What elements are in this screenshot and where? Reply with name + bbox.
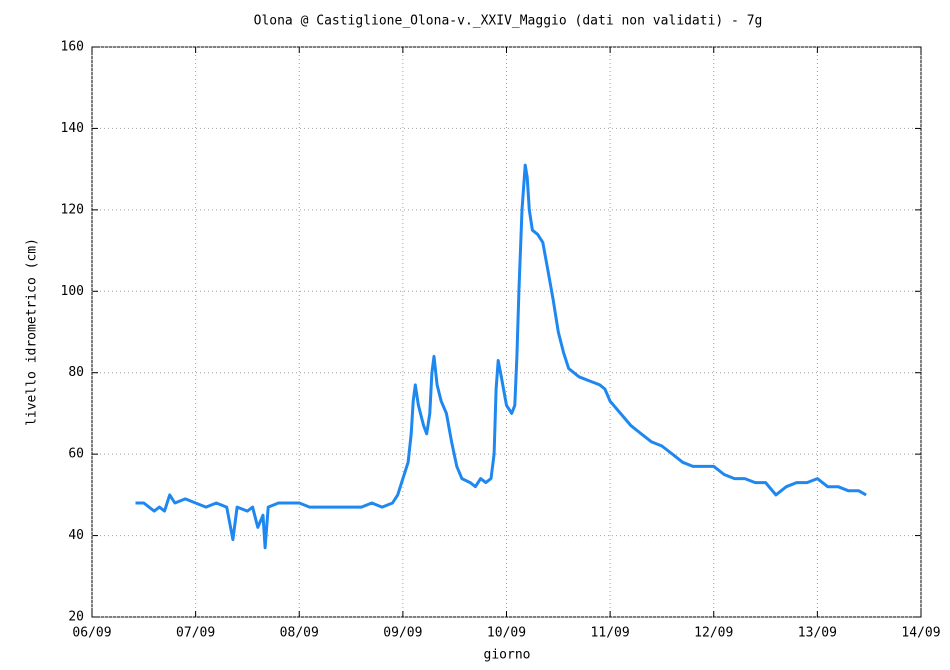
y-tick-label: 60 <box>68 447 84 462</box>
y-tick-label: 160 <box>61 40 84 55</box>
y-tick-label: 140 <box>61 121 84 136</box>
y-tick-label: 120 <box>61 202 84 217</box>
chart-title: Olona @ Castiglione_Olona-v._XXIV_Maggio… <box>254 14 763 29</box>
y-axis-label: livello idrometrico (cm) <box>25 238 40 426</box>
x-tick-label: 09/09 <box>383 626 422 641</box>
x-tick-label: 10/09 <box>487 626 526 641</box>
x-tick-label: 14/09 <box>901 626 940 641</box>
data-line <box>135 163 867 550</box>
x-tick-label: 11/09 <box>591 626 630 641</box>
x-tick-label: 12/09 <box>694 626 733 641</box>
y-tick-label: 80 <box>68 365 84 380</box>
x-axis-label: giorno <box>484 648 531 663</box>
x-tick-label: 08/09 <box>280 626 319 641</box>
y-tick-label: 40 <box>68 528 84 543</box>
y-tick-label: 20 <box>68 610 84 625</box>
x-tick-label: 07/09 <box>176 626 215 641</box>
y-tick-label: 100 <box>61 284 84 299</box>
x-tick-label: 13/09 <box>798 626 837 641</box>
x-tick-label: 06/09 <box>72 626 111 641</box>
